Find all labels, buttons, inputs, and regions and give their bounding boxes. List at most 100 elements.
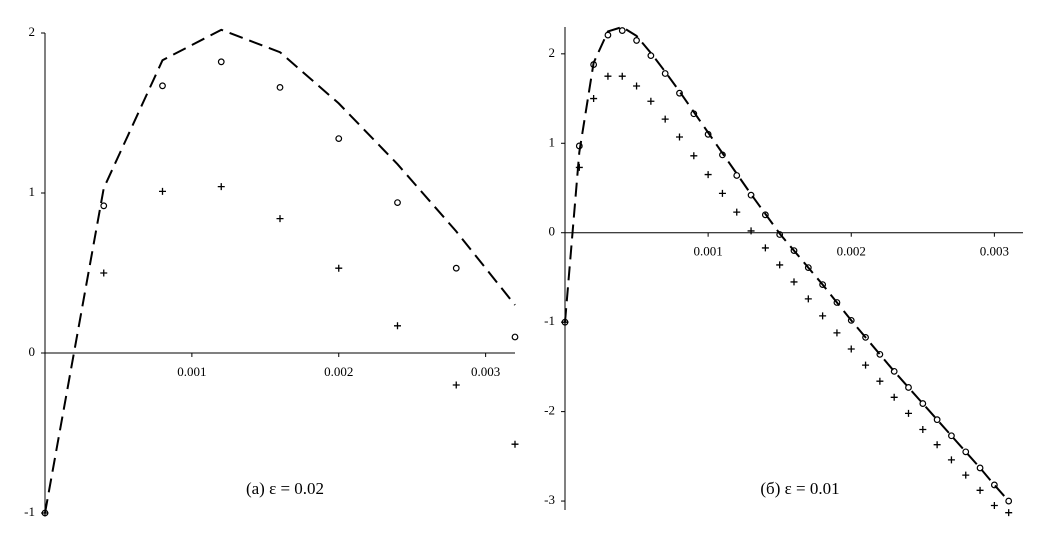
circle-point [804,264,812,272]
circle-point [1005,497,1013,505]
circle-point [776,231,784,238]
circle-point [876,350,884,358]
plus-point [747,227,755,235]
circle-point [847,316,855,324]
circle-point [159,82,166,90]
plus-point [217,183,225,191]
circle-point [590,61,598,68]
plus-point [790,278,798,286]
circle-point [452,264,460,272]
plus-point [618,72,626,80]
plus-point [962,471,970,479]
annotation: (б) ε = 0.01 [760,479,839,498]
dashed-line [44,28,516,514]
y-tick-label: 0 [29,344,36,359]
circle-point [394,199,401,207]
circle-point [862,333,869,341]
circle-point [100,202,108,210]
y-tick-label: 0 [549,224,556,239]
y-tick-label: -1 [544,313,555,328]
y-tick-label: 2 [549,45,556,60]
x-tick-label: 0.001 [177,364,206,379]
plus-point [890,393,898,401]
circle-point [719,151,726,159]
plus-point [661,115,669,123]
plus-point [41,509,49,517]
plus-point [919,426,927,433]
y-tick-label: -2 [544,403,555,418]
plus-point [847,345,855,353]
plus-point [733,208,741,216]
plus-point [394,322,401,330]
plus-point [690,152,698,160]
plus-point [933,441,941,449]
circle-point [690,110,698,118]
circle-point [704,130,712,138]
x-tick-label: 0.001 [694,244,723,259]
plus-point [1005,509,1013,517]
x-tick-label: 0.002 [837,244,866,259]
circle-point [661,70,669,77]
plus-point [804,295,812,303]
plus-point [604,72,612,80]
annotation: (a) ε = 0.02 [246,479,324,498]
plus-point [905,409,912,417]
plus-point [990,502,998,510]
y-tick-label: 2 [29,24,36,39]
x-tick-label: 0.003 [471,364,500,379]
circle-point [618,27,626,34]
circle-point [905,384,912,391]
plus-point [761,244,769,252]
plus-point [159,187,166,195]
plus-point [276,215,284,223]
plus-point [876,377,884,385]
x-tick-label: 0.003 [980,244,1009,259]
plus-point [590,95,598,103]
circle-point [962,448,970,456]
plus-point [575,163,583,171]
plus-point [976,486,984,494]
plus-point [704,171,712,179]
circle-point [604,31,612,39]
circle-point [948,432,955,440]
circle-point [733,172,741,179]
circle-point [217,58,225,66]
plus-point [100,269,108,277]
dashed-line [564,25,1010,502]
plus-point [947,456,955,464]
circle-point [761,211,769,219]
circle-point [819,281,827,289]
circle-point [511,333,519,341]
circle-point [790,247,798,255]
plus-point [776,261,784,269]
plus-point [511,440,519,448]
plus-point [335,264,343,272]
plus-point [833,329,841,337]
circle-point [990,481,998,489]
y-tick-label: 1 [549,134,556,149]
circle-point [890,367,898,375]
plus-point [676,133,683,141]
plus-point [561,318,569,326]
x-tick-label: 0.002 [324,364,353,379]
circle-point [647,52,655,60]
circle-point [575,142,583,150]
circle-point [833,299,841,306]
y-tick-label: 1 [29,184,36,199]
plus-point [718,189,726,197]
circle-point [276,83,284,91]
plus-point [452,381,460,389]
circle-point [976,464,984,472]
circle-point [676,89,683,97]
plus-point [819,312,827,320]
plus-point [647,97,655,105]
plus-point [633,82,641,90]
plus-point [862,361,870,369]
y-tick-label: -3 [544,492,555,507]
circle-point [633,37,640,44]
y-tick-label: -1 [24,504,35,519]
circle-point [919,400,927,407]
circle-point [747,191,755,199]
